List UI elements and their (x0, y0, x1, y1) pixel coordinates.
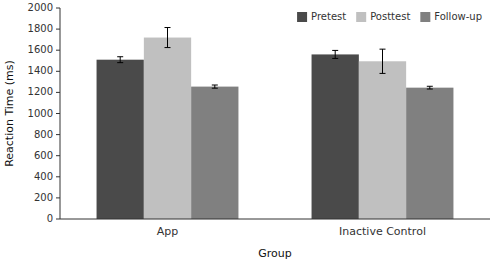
bar (406, 88, 453, 219)
legend-item: Posttest (356, 11, 410, 22)
legend: Pretest Posttest Follow-up (291, 8, 488, 26)
y-tick (56, 92, 60, 93)
error-bar (117, 57, 123, 63)
legend-swatch (297, 12, 307, 22)
y-tick-label: 1400 (28, 65, 53, 76)
legend-item: Pretest (297, 11, 346, 22)
y-tick (56, 219, 60, 220)
y-tick-label: 2000 (28, 2, 53, 13)
error-bar (165, 28, 171, 48)
legend-label: Follow-up (434, 11, 482, 22)
legend-swatch (356, 12, 366, 22)
legend-label: Pretest (311, 11, 346, 22)
legend-item: Follow-up (420, 11, 482, 22)
y-tick (56, 113, 60, 114)
error-bar (427, 86, 433, 89)
legend-swatch (420, 12, 430, 22)
y-tick-label: 1800 (28, 23, 53, 34)
y-tick (56, 155, 60, 156)
y-tick (56, 29, 60, 30)
x-axis-line (60, 219, 490, 220)
error-bar (212, 85, 218, 88)
y-tick-label: 1000 (28, 108, 53, 119)
error-bar (380, 49, 386, 73)
y-tick (56, 176, 60, 177)
error-bar (332, 50, 338, 58)
legend-background (291, 8, 488, 26)
x-axis-title: Group (258, 247, 292, 260)
y-tick-label: 800 (34, 129, 53, 140)
y-tick (56, 8, 60, 9)
y-tick-label: 1600 (28, 44, 53, 55)
bar (191, 87, 238, 219)
legend-label: Posttest (370, 11, 410, 22)
y-tick-label: 400 (34, 171, 53, 182)
y-tick-label: 0 (47, 213, 53, 224)
y-tick (56, 197, 60, 198)
y-tick-label: 200 (34, 192, 53, 203)
x-tick-label: Inactive Control (339, 225, 426, 238)
x-tick-label: App (157, 225, 179, 238)
y-axis: 0 200 400 600 800 1000 1200 1400 1600 1800 2000 (28, 2, 60, 224)
y-tick (56, 134, 60, 135)
y-axis-title: Reaction Time (ms) (3, 60, 16, 167)
y-tick-label: 600 (34, 150, 53, 161)
bar (359, 61, 406, 219)
bar (97, 60, 144, 219)
y-tick-label: 1200 (28, 86, 53, 97)
bar (312, 54, 359, 219)
y-tick (56, 50, 60, 51)
y-tick (56, 71, 60, 72)
bar (144, 38, 191, 219)
y-axis-line (60, 8, 61, 219)
chart-container: 0 200 400 600 800 1000 1200 1400 1600 1800 2000 App… (0, 0, 500, 263)
chart: 0 200 400 600 800 1000 1200 1400 1600 1800 2000 App… (0, 0, 500, 263)
bars (97, 28, 454, 219)
